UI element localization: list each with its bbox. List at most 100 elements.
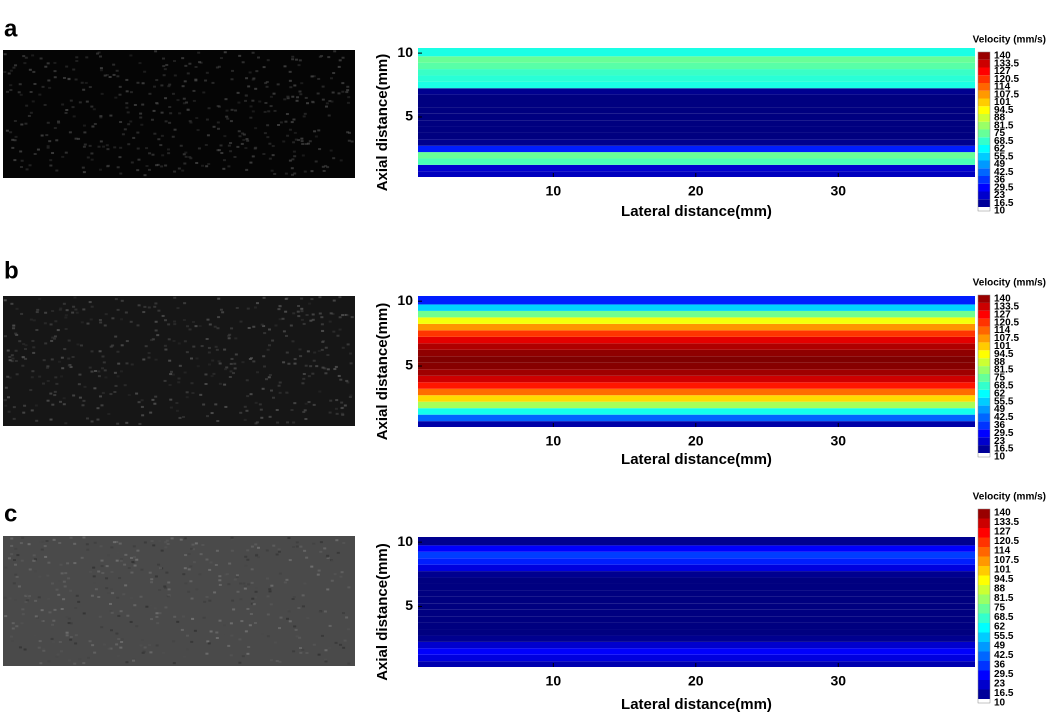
speckle — [293, 155, 296, 157]
speckle — [139, 113, 142, 115]
speckle — [119, 94, 122, 96]
velocity-band — [418, 63, 975, 69]
velocity-band — [418, 629, 975, 635]
speckle — [232, 372, 235, 374]
speckle — [106, 148, 109, 150]
speckle — [34, 600, 37, 602]
speckle — [313, 352, 316, 354]
speckle — [161, 112, 164, 114]
speckle — [57, 654, 60, 656]
speckle — [186, 635, 189, 637]
speckle — [89, 86, 92, 88]
speckle — [215, 564, 218, 566]
speckle — [217, 316, 220, 318]
speckle — [315, 135, 318, 137]
speckle — [242, 655, 245, 657]
speckle — [266, 136, 269, 138]
colorbar-step — [978, 538, 990, 548]
speckle — [218, 360, 221, 362]
speckle — [294, 363, 297, 365]
speckle — [155, 102, 158, 104]
colorbar-step — [978, 566, 990, 576]
speckle — [291, 121, 294, 123]
speckle — [131, 161, 134, 163]
speckle — [292, 422, 295, 424]
speckle — [211, 82, 214, 84]
velocity-band — [418, 597, 975, 603]
colorbar-step — [978, 114, 990, 122]
speckle — [195, 66, 198, 68]
speckle — [111, 317, 114, 319]
speckle — [199, 394, 202, 396]
speckle — [223, 624, 226, 626]
speckle — [305, 365, 308, 367]
speckle — [118, 577, 121, 579]
speckle — [248, 327, 251, 329]
speckle — [116, 423, 119, 425]
speckle — [220, 144, 223, 146]
speckle — [208, 569, 211, 571]
speckle — [285, 335, 288, 337]
speckle — [131, 363, 134, 365]
speckle — [302, 411, 305, 413]
speckle — [167, 85, 170, 87]
colorbar-step — [978, 390, 990, 398]
speckle — [111, 612, 114, 614]
speckle — [299, 652, 302, 654]
speckle — [312, 313, 315, 315]
colorbar-label: 120.5 — [994, 536, 1019, 547]
ultrasound-c — [3, 536, 355, 666]
speckle — [150, 339, 153, 341]
speckle — [24, 123, 27, 125]
velocity-band — [418, 75, 975, 81]
speckle — [16, 373, 19, 375]
speckle — [308, 375, 311, 377]
speckle — [84, 144, 87, 146]
speckle — [13, 159, 16, 161]
speckle — [113, 146, 116, 148]
speckle — [307, 350, 310, 352]
speckle — [208, 347, 211, 349]
speckle — [126, 615, 129, 617]
speckle — [198, 573, 201, 575]
speckle — [120, 641, 123, 643]
speckle — [172, 93, 175, 95]
speckle — [169, 373, 172, 375]
speckle — [115, 643, 118, 645]
speckle — [300, 310, 303, 312]
velocity-band — [418, 48, 975, 56]
colorbar-step — [978, 130, 990, 138]
colorbar-label: 94.5 — [994, 574, 1014, 585]
speckle — [93, 582, 96, 584]
speckle — [20, 124, 23, 126]
speckle — [289, 71, 292, 73]
velocity-band — [418, 296, 975, 304]
speckle — [238, 662, 241, 664]
speckle — [283, 98, 286, 100]
speckle — [189, 580, 192, 582]
speckle — [341, 314, 344, 316]
speckle — [339, 329, 342, 331]
speckle — [40, 620, 43, 622]
speckle — [45, 134, 48, 136]
speckle — [121, 638, 124, 640]
colorbar-step — [978, 585, 990, 595]
colorbar-label: 68.5 — [994, 612, 1014, 623]
speckle — [219, 383, 222, 385]
speckle — [33, 560, 36, 562]
speckle — [183, 163, 186, 165]
speckle — [223, 349, 226, 351]
speckle — [152, 544, 155, 546]
speckle — [224, 51, 227, 53]
speckle — [166, 540, 169, 542]
y-tick-label: 10 — [397, 292, 413, 308]
speckle — [266, 549, 269, 551]
speckle — [20, 94, 23, 96]
speckle — [267, 110, 270, 112]
speckle — [144, 541, 147, 543]
speckle — [109, 393, 112, 395]
speckle — [73, 115, 76, 117]
velocity-band — [418, 101, 975, 107]
speckle — [178, 417, 181, 419]
speckle — [244, 565, 247, 567]
